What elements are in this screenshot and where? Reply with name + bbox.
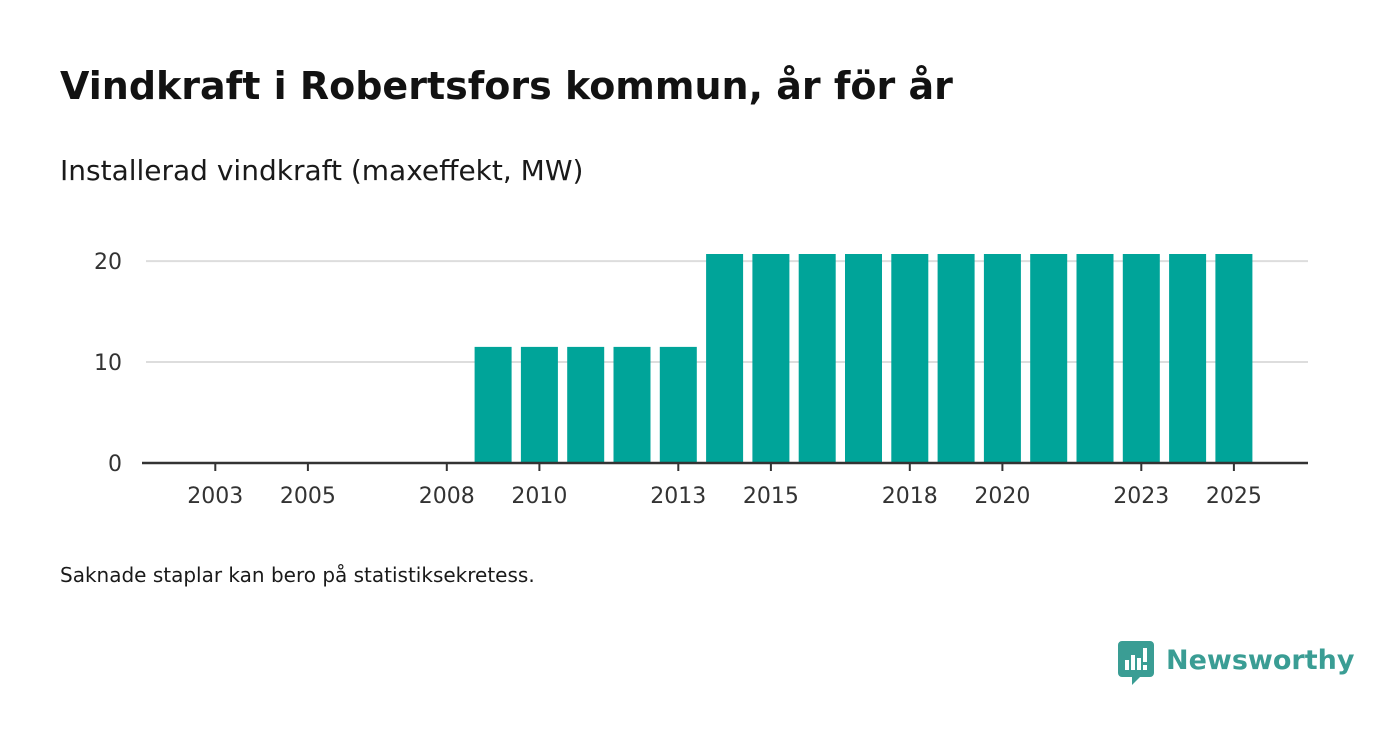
bar-2010 xyxy=(520,346,558,463)
x-tick-label-2008: 2008 xyxy=(419,484,475,509)
bar-2009 xyxy=(474,346,512,463)
x-tick-label-2005: 2005 xyxy=(280,484,336,509)
y-tick-label-0: 0 xyxy=(108,452,122,477)
bar-series xyxy=(474,254,1253,463)
x-tick-label-2015: 2015 xyxy=(743,484,799,509)
bar-2024 xyxy=(1169,254,1207,463)
axes: 0 10 20 2003 2005 2008 2010 2013 2015 2018 2020 202… xyxy=(94,250,1308,509)
bar-2020 xyxy=(983,254,1021,463)
y-tick-label-20: 20 xyxy=(94,250,122,275)
x-tick-label-2020: 2020 xyxy=(974,484,1030,509)
x-tick-label-2023: 2023 xyxy=(1113,484,1169,509)
x-tick-label-2003: 2003 xyxy=(187,484,243,509)
x-tick-label-2013: 2013 xyxy=(650,484,706,509)
bar-2025 xyxy=(1215,254,1253,463)
bar-2011 xyxy=(567,346,605,463)
x-tick-label-2010: 2010 xyxy=(511,484,567,509)
bar-2022 xyxy=(1076,254,1114,463)
x-tick-label-2018: 2018 xyxy=(882,484,938,509)
x-tick-label-2025: 2025 xyxy=(1206,484,1262,509)
newsworthy-logo[interactable]: Newsworthy xyxy=(1118,641,1354,685)
chart-title: Vindkraft i Robertsfors kommun, år för å… xyxy=(60,64,953,108)
bar-2015 xyxy=(752,254,790,463)
bar-2019 xyxy=(937,254,975,463)
bar-2023 xyxy=(1122,254,1160,463)
bar-chart: 0 10 20 2003 2005 2008 2010 2013 2015 2018 2020 202… xyxy=(94,250,1308,509)
chart-subtitle: Installerad vindkraft (maxeffekt, MW) xyxy=(60,154,584,187)
bar-2012 xyxy=(613,346,651,463)
bar-2016 xyxy=(798,254,836,463)
y-tick-label-10: 10 xyxy=(94,351,122,376)
bar-2018 xyxy=(891,254,929,463)
footnote: Saknade staplar kan bero på statistiksek… xyxy=(60,563,535,587)
bar-2013 xyxy=(659,346,697,463)
bar-2021 xyxy=(1030,254,1068,463)
newsworthy-logo-text: Newsworthy xyxy=(1166,644,1355,676)
bar-2017 xyxy=(845,254,882,463)
newsworthy-logo-icon xyxy=(1118,641,1154,685)
bar-2014 xyxy=(706,254,744,463)
